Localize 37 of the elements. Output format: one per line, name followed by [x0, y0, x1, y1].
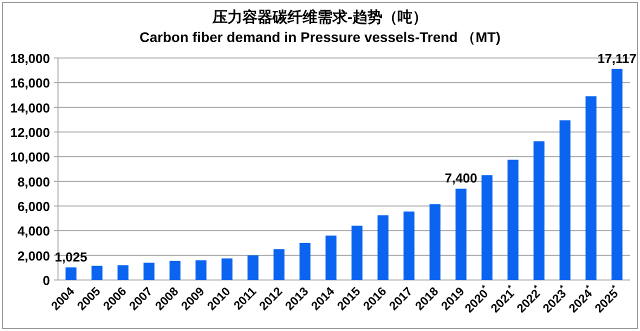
y-tick-label: 2,000: [17, 248, 50, 264]
bar: [586, 96, 596, 280]
chart-subtitle: Carbon fiber demand in Pressure vessels-Trend （MT): [140, 29, 500, 45]
bar: [66, 267, 76, 280]
bar: [404, 212, 414, 280]
y-tick-label: 4,000: [17, 224, 50, 239]
bar: [612, 68, 622, 280]
y-tick-label: 16,000: [10, 76, 50, 91]
bar: [456, 188, 466, 280]
bar: [430, 204, 440, 280]
bar: [300, 243, 310, 280]
y-tick-label: 12,000: [10, 125, 50, 140]
bar: [170, 260, 180, 280]
y-tick-label: 8,000: [17, 174, 50, 190]
y-tick-label: 6,000: [17, 199, 50, 214]
y-tick-label: 0: [42, 273, 50, 288]
data-label: 7,400: [444, 170, 478, 186]
bar: [352, 226, 362, 280]
bar: [118, 265, 128, 280]
chart-title: 压力容器碳纤维需求-趋势（吨）: [212, 8, 428, 26]
bar: [144, 262, 154, 280]
bar: [508, 160, 518, 280]
bar: [248, 255, 258, 280]
bar: [196, 260, 206, 280]
bar: [274, 249, 284, 280]
bar: [560, 120, 570, 280]
bar: [482, 175, 492, 280]
y-tick-label: 10,000: [10, 150, 50, 165]
bar: [92, 266, 102, 280]
bar: [326, 236, 336, 280]
y-tick-label: 18,000: [10, 51, 50, 66]
bar: [222, 258, 232, 280]
bar: [378, 215, 388, 280]
bar: [534, 141, 544, 280]
data-label: 1,025: [54, 249, 88, 264]
y-tick-label: 14,000: [10, 100, 50, 116]
data-label: 17,117: [597, 50, 637, 66]
